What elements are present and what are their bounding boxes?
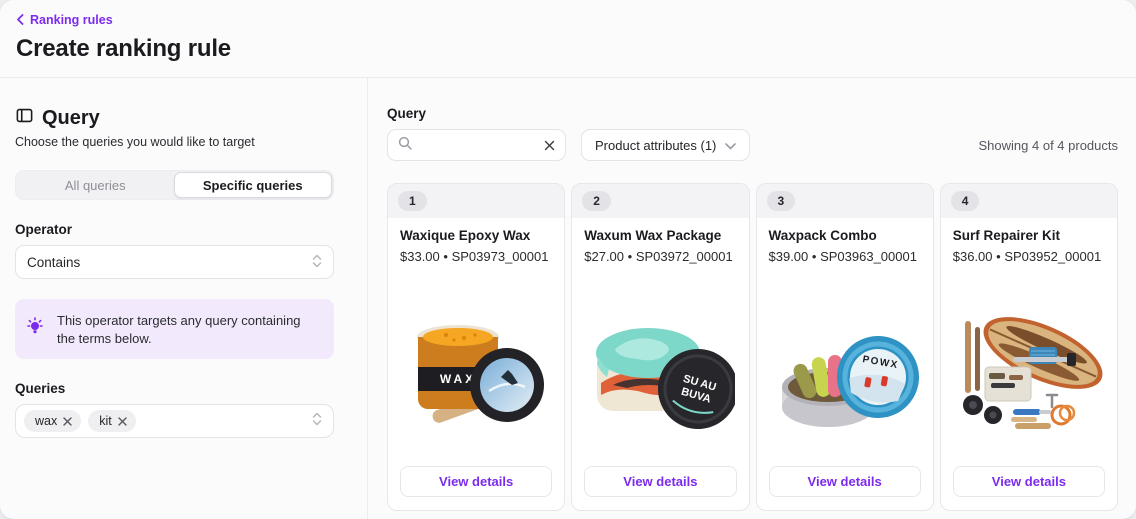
card-header: 4 — [940, 184, 1117, 218]
card-header: 1 — [388, 184, 565, 218]
chevron-down-icon — [725, 138, 737, 153]
separator-dot: • — [996, 249, 1001, 264]
product-price-line: $39.00 • SP03963_00001 — [769, 249, 921, 264]
product-attributes-dropdown[interactable]: Product attributes (1) — [581, 129, 751, 161]
product-image-repair-kit — [941, 268, 1117, 455]
query-config-panel: Query Choose the queries you would like … — [0, 78, 368, 519]
product-price: $36.00 — [952, 249, 993, 264]
separator-dot: • — [443, 249, 448, 264]
tab-all-queries[interactable]: All queries — [17, 172, 174, 198]
card-header: 2 — [572, 184, 749, 218]
product-sku: SP03952_00001 — [1004, 249, 1102, 264]
product-name: Surf Repairer Kit — [952, 228, 1061, 243]
query-section-title: Query — [42, 106, 100, 129]
rank-badge: 4 — [950, 191, 980, 211]
product-card: 3 Waxpack Combo $39.00 • SP03963_00001 — [755, 183, 934, 511]
page-title: Create ranking rule — [16, 35, 231, 62]
results-query-label: Query — [387, 106, 427, 121]
page-header: Ranking rules Create ranking rule — [0, 0, 1136, 78]
query-scope-tabs: All queries Specific queries — [15, 170, 334, 200]
query-chip-label: wax — [35, 414, 58, 429]
product-sku: SP03972_00001 — [635, 249, 733, 264]
queries-label: Queries — [15, 381, 66, 397]
product-attributes-label: Product attributes (1) — [595, 137, 717, 153]
product-cards-grid: 1 Waxique Epoxy Wax $33.00 • SP03973_000… — [387, 183, 1118, 511]
product-card: 1 Waxique Epoxy Wax $33.00 • SP03973_000… — [387, 183, 566, 511]
product-image-epoxy-wax-jar: WAX — [388, 268, 564, 455]
queries-multiselect[interactable]: wax kit — [15, 404, 334, 439]
back-link-label: Ranking rules — [30, 12, 113, 27]
clear-search-icon[interactable] — [544, 140, 555, 151]
card-header: 3 — [756, 184, 933, 218]
separator-dot: • — [811, 249, 817, 264]
chevron-left-icon — [16, 14, 24, 25]
query-chip: kit — [88, 410, 136, 433]
query-chip: wax — [24, 410, 82, 433]
product-search-input[interactable] — [419, 137, 537, 153]
rank-badge: 3 — [766, 191, 796, 211]
operator-info-text: This operator targets any query containi… — [57, 313, 301, 346]
view-details-button[interactable]: View details — [400, 466, 553, 497]
lightbulb-icon — [27, 311, 43, 340]
view-details-button[interactable]: View details — [952, 466, 1105, 497]
product-price-line: $36.00 • SP03952_00001 — [953, 249, 1105, 264]
operator-label: Operator — [15, 222, 73, 237]
product-image-wax-tin: POWX — [757, 268, 933, 455]
separator-dot: • — [627, 249, 633, 264]
remove-chip-icon[interactable] — [118, 416, 127, 426]
product-price-line: $33.00 • SP03973_00001 — [400, 249, 552, 264]
jar-label-text: WAX — [440, 372, 476, 386]
search-icon — [398, 136, 412, 155]
operator-select[interactable]: Contains — [15, 245, 334, 279]
product-price: $27.00 — [584, 249, 625, 264]
view-details-button[interactable]: View details — [768, 466, 921, 497]
product-price: $33.00 — [400, 249, 440, 264]
product-card: 4 Surf Repairer Kit $36.00 • SP03952_000… — [939, 183, 1118, 511]
operator-value: Contains — [27, 254, 81, 270]
product-name: Waxum Wax Package — [584, 228, 722, 243]
product-name: Waxpack Combo — [768, 228, 877, 243]
product-name: Waxique Epoxy Wax — [400, 228, 531, 243]
tab-specific-queries[interactable]: Specific queries — [173, 172, 332, 198]
view-details-button[interactable]: View details — [584, 466, 737, 497]
product-search — [387, 129, 566, 161]
remove-chip-icon[interactable] — [63, 416, 72, 426]
product-price-line: $27.00 • SP03972_00001 — [584, 249, 736, 264]
product-sku: SP03963_00001 — [820, 249, 917, 264]
rank-badge: 1 — [398, 191, 427, 211]
unfold-icon — [312, 254, 322, 271]
product-price: $39.00 — [768, 249, 809, 264]
rank-badge: 2 — [582, 191, 611, 211]
operator-info-box: This operator targets any query containi… — [15, 299, 334, 360]
unfold-icon — [312, 412, 322, 431]
product-card: 2 Waxum Wax Package $27.00 • SP03972_000… — [571, 183, 750, 511]
query-section-icon — [15, 106, 34, 130]
query-section-subtitle: Choose the queries you would like to tar… — [15, 135, 255, 149]
query-chip-label: kit — [99, 414, 112, 429]
results-preview-panel: Query Product attributes (1) — [368, 78, 1136, 519]
showing-count-text: Showing 4 of 4 products — [978, 137, 1118, 153]
product-sku: SP03973_00001 — [451, 249, 549, 264]
back-to-ranking-rules-link[interactable]: Ranking rules — [16, 13, 113, 27]
product-image-wax-tub: SU AU BUVA — [572, 268, 748, 455]
